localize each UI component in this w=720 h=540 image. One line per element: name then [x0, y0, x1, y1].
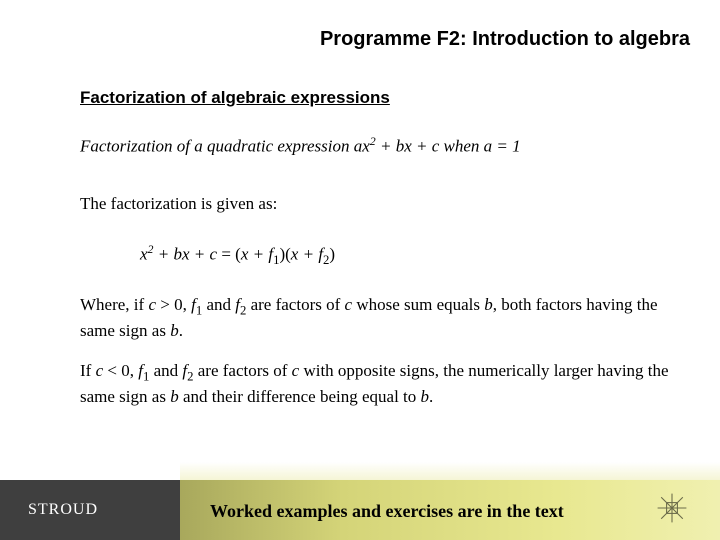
footer-gradient — [180, 462, 720, 480]
if-c: c — [96, 361, 104, 380]
where-paragraph: Where, if c > 0, f1 and f2 are factors o… — [80, 294, 680, 343]
where-1: Where, if — [80, 295, 148, 314]
if-dot: . — [429, 387, 433, 406]
formula-close1: )( — [279, 245, 290, 264]
where-and: and — [202, 295, 235, 314]
where-dot: . — [179, 321, 183, 340]
formula-pf2: + — [298, 245, 318, 264]
if-1: If — [80, 361, 96, 380]
if-lt: < 0, — [103, 361, 138, 380]
brand-label: STROUD — [28, 501, 98, 519]
formula-eq: = ( — [217, 245, 241, 264]
if-b: b — [170, 387, 179, 406]
where-c: c — [148, 295, 156, 314]
formula-close2: ) — [329, 245, 335, 264]
subtitle-ax: ax — [354, 137, 370, 156]
if-paragraph: If c < 0, f1 and f2 are factors of c wit… — [80, 360, 680, 409]
where-b: b — [484, 295, 493, 314]
footer-note: Worked examples and exercises are in the… — [210, 501, 564, 522]
where-b2: b — [170, 321, 179, 340]
compass-icon — [654, 490, 690, 526]
if-tail3: and their difference being equal to — [179, 387, 421, 406]
footer: STROUD Worked examples and exercises are… — [0, 480, 720, 540]
where-cc: c — [345, 295, 353, 314]
subtitle-prefix: Factorization of a quadratic expression — [80, 137, 354, 156]
formula-c: c — [210, 245, 218, 264]
slide: Programme F2: Introduction to algebra Fa… — [0, 0, 720, 540]
formula-bx: bx — [173, 245, 189, 264]
formula-pf1: + — [248, 245, 268, 264]
if-and: and — [149, 361, 182, 380]
formula-x: x — [140, 245, 148, 264]
where-tail2: whose sum equals — [352, 295, 484, 314]
footer-brand-block: STROUD — [0, 480, 180, 540]
if-tail1: are factors of — [193, 361, 291, 380]
where-gt: > 0, — [156, 295, 191, 314]
factorization-formula: x2 + bx + c = (x + f1)(x + f2) — [140, 242, 335, 268]
where-tail1: are factors of — [246, 295, 344, 314]
programme-title: Programme F2: Introduction to algebra — [320, 28, 690, 51]
formula-plus1: + — [154, 245, 174, 264]
intro-text: The factorization is given as: — [80, 194, 277, 214]
subsection-heading: Factorization of a quadratic expression … — [80, 134, 521, 157]
subtitle-rest: + bx + c when a = 1 — [376, 137, 521, 156]
formula-plus2: + — [190, 245, 210, 264]
section-heading: Factorization of algebraic expressions — [80, 88, 390, 108]
if-b2: b — [421, 387, 430, 406]
